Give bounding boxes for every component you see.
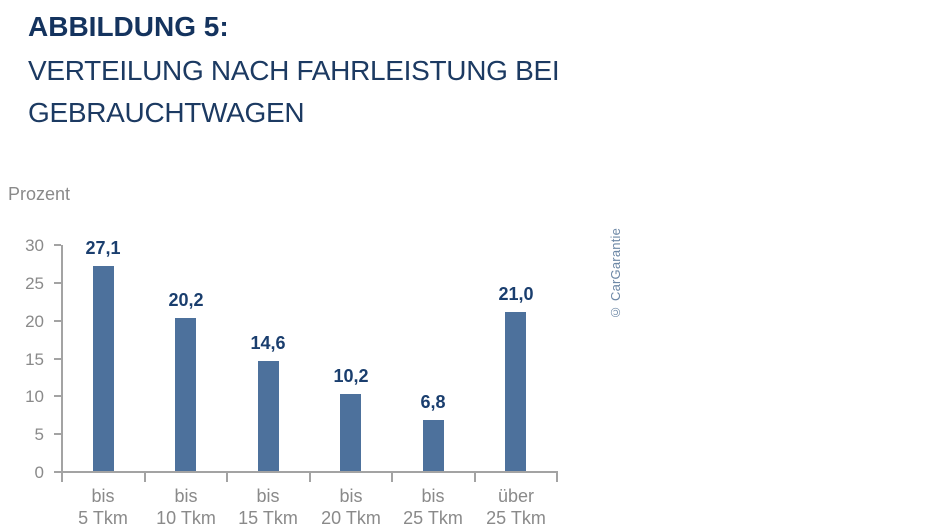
figure-header: ABBILDUNG 5: VERTEILUNG NACH FAHRLEISTUN… — [28, 8, 628, 134]
y-axis-tick-label: 5 — [34, 425, 44, 445]
y-axis-line — [61, 245, 63, 473]
y-axis-tick — [54, 357, 61, 360]
bar — [423, 420, 444, 471]
y-axis-tick-label: 30 — [25, 236, 44, 255]
bar-value-label: 6,8 — [420, 392, 446, 412]
bar — [258, 361, 279, 471]
figure-subtitle-line1: VERTEILUNG NACH FAHRLEISTUNG BEI — [28, 55, 560, 86]
x-axis-tick — [308, 473, 311, 482]
x-axis-tick — [473, 473, 476, 482]
x-axis-tick — [61, 473, 63, 482]
bar-value-label: 20,2 — [168, 290, 204, 310]
x-axis-category-label: bis 10 Tkm — [156, 486, 216, 528]
x-axis-category-label: über 25 Tkm — [486, 486, 546, 528]
x-axis-category-label: bis 15 Tkm — [238, 486, 298, 528]
x-axis-tick — [226, 473, 228, 482]
x-axis-category-label: bis 20 Tkm — [321, 486, 381, 528]
y-axis-tick-label: 15 — [25, 349, 44, 369]
y-axis-tick-label: 20 — [25, 311, 44, 331]
y-axis-tick — [54, 319, 61, 322]
x-axis-tick — [556, 473, 558, 482]
y-axis-tick-label: 0 — [34, 463, 44, 482]
x-axis-line — [61, 471, 558, 473]
bar-value-label: 27,1 — [85, 238, 121, 258]
x-axis-tick — [143, 473, 146, 482]
bar — [340, 394, 361, 471]
y-axis-tick-label: 25 — [25, 273, 44, 293]
x-axis-tick — [391, 473, 393, 482]
bar — [505, 312, 526, 471]
figure-title: ABBILDUNG 5: — [28, 11, 229, 42]
y-axis-tick — [54, 471, 61, 473]
x-axis-category-label: bis 5 Tkm — [78, 486, 128, 528]
figure-subtitle-line2: GEBRAUCHTWAGEN — [28, 97, 305, 128]
y-axis-tick — [54, 395, 61, 398]
y-axis-tick — [54, 433, 61, 436]
bar — [175, 318, 196, 471]
y-axis-tick — [54, 244, 61, 246]
bar-value-label: 10,2 — [333, 366, 369, 386]
copyright-credit: © CarGarantie — [608, 227, 623, 320]
y-axis-tick-label: 10 — [25, 387, 44, 407]
bar-value-label: 21,0 — [498, 284, 534, 304]
x-axis-category-label: bis 25 Tkm — [403, 486, 463, 528]
y-axis-tick — [54, 281, 61, 284]
bar — [93, 266, 114, 471]
y-axis-title: Prozent — [8, 184, 71, 204]
bar-value-label: 14,6 — [250, 333, 286, 353]
